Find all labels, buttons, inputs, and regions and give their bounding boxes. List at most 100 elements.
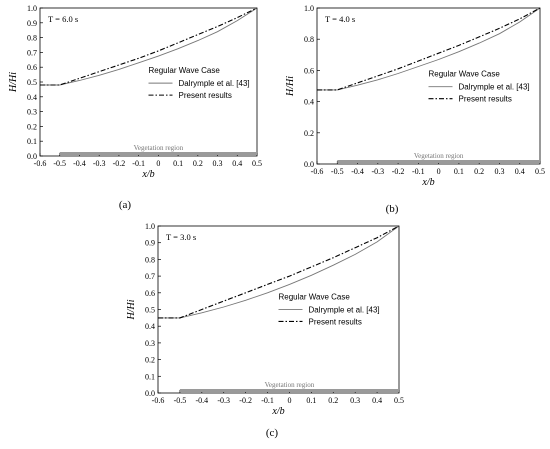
- vegetation-band: [337, 160, 540, 163]
- legend-entry-2: Present results: [309, 317, 362, 326]
- x-tick-label: -0.2: [392, 167, 405, 176]
- x-tick-label: 0: [287, 396, 291, 405]
- y-tick-label: 0.4: [304, 98, 314, 107]
- series-line-2: [317, 7, 541, 91]
- vegetation-band: [59, 152, 258, 155]
- series-line-1: [40, 7, 258, 86]
- y-tick-label: 1.0: [304, 4, 314, 13]
- legend-entry-2: Present results: [459, 95, 512, 104]
- panel-label: (a): [119, 199, 132, 211]
- y-tick-label: 0.0: [304, 160, 314, 169]
- x-tick-label: -0.3: [93, 159, 106, 168]
- x-tick-label: -0.6: [34, 159, 47, 168]
- x-tick-label: -0.2: [239, 396, 252, 405]
- x-tick-label: 0.2: [474, 167, 484, 176]
- x-tick-label: 0.4: [232, 159, 242, 168]
- x-tick-label: 0.4: [515, 167, 525, 176]
- x-tick-label: -0.1: [132, 159, 145, 168]
- x-axis-label: x/b: [271, 406, 284, 417]
- legend-entry-1: Dalrymple et al. [43]: [309, 305, 380, 314]
- chart-panel-1: 0.0 0.1 0.2 0.3 0.4 0.5 0.6 0.7 0.8 0.9 1.0 -0.6 -0.…: [8, 4, 262, 180]
- y-tick-label: 0.6: [145, 289, 155, 298]
- x-tick-label: -0.5: [331, 167, 344, 176]
- y-tick-label: 0.1: [27, 137, 37, 146]
- panel-label: (b): [386, 203, 399, 215]
- y-tick-label: 1.0: [145, 222, 155, 231]
- x-tick-label: 0.3: [350, 396, 360, 405]
- y-tick-label: 0.8: [304, 35, 314, 44]
- y-tick-label: 0.7: [145, 272, 155, 281]
- y-tick-label: 0.3: [27, 108, 37, 117]
- x-tick-label: 0.5: [535, 167, 545, 176]
- x-tick-label: -0.4: [195, 396, 208, 405]
- x-tick-label: -0.4: [73, 159, 86, 168]
- y-tick-label: 0.0: [27, 152, 37, 161]
- y-tick-label: 1.0: [27, 4, 37, 13]
- series-line-2: [40, 7, 258, 86]
- y-axis-label: H/Hi: [8, 72, 19, 93]
- y-axis-label: H/Hi: [126, 299, 137, 320]
- legend-entry-1: Dalrymple et al. [43]: [179, 79, 250, 88]
- vegetation-region-label: Vegetation region: [414, 152, 464, 160]
- y-tick-label: 0.2: [304, 129, 314, 138]
- y-tick-label: 0.6: [27, 63, 37, 72]
- x-tick-label: 0.5: [394, 396, 404, 405]
- x-tick-label: 0: [437, 167, 441, 176]
- y-tick-label: 0.9: [145, 239, 155, 248]
- period-annotation: T = 4.0 s: [325, 14, 355, 24]
- y-tick-label: 0.7: [27, 48, 37, 57]
- chart-panel-2: 0.0 0.2 0.4 0.6 0.8 1.0 -0.6 -0.5 -0.4 -0.3 -0.2 -0…: [285, 4, 545, 188]
- panel-label: (c): [266, 427, 279, 439]
- x-tick-label: 0.1: [173, 159, 183, 168]
- x-tick-label: 0: [156, 159, 160, 168]
- legend-title: Regular Wave Case: [429, 70, 501, 79]
- y-tick-label: 0.8: [27, 34, 37, 43]
- series-line-2: [158, 225, 400, 319]
- x-tick-label: -0.5: [174, 396, 187, 405]
- x-tick-label: 0.2: [328, 396, 338, 405]
- x-tick-label: -0.3: [217, 396, 230, 405]
- chart-panel-3: 0.0 0.1 0.2 0.3 0.4 0.5 0.6 0.7 0.8 0.9 1.0 -0.6 -0.…: [126, 222, 404, 417]
- plot-frame: [316, 7, 541, 165]
- period-annotation: T = 6.0 s: [48, 14, 78, 24]
- vegetation-region-label: Vegetation region: [265, 381, 315, 389]
- x-tick-label: 0.1: [306, 396, 316, 405]
- x-axis-label: x/b: [421, 177, 434, 188]
- y-tick-label: 0.9: [27, 19, 37, 28]
- x-axis-label: x/b: [141, 169, 154, 180]
- x-tick-label: 0.3: [494, 167, 504, 176]
- y-tick-label: 0.0: [145, 389, 155, 398]
- x-tick-label: 0.4: [372, 396, 382, 405]
- vegetation-region-label: Vegetation region: [134, 144, 184, 152]
- series-line-1: [158, 225, 400, 319]
- y-tick-label: 0.8: [145, 255, 155, 264]
- x-tick-label: -0.5: [53, 159, 66, 168]
- vegetation-band: [179, 389, 399, 392]
- y-tick-label: 0.3: [145, 339, 155, 348]
- x-tick-label: -0.1: [412, 167, 425, 176]
- x-tick-label: -0.3: [371, 167, 384, 176]
- y-tick-label: 0.2: [145, 356, 155, 365]
- x-tick-label: 0.3: [213, 159, 223, 168]
- period-annotation: T = 3.0 s: [166, 232, 196, 242]
- series-line-1: [317, 7, 541, 91]
- x-tick-label: -0.4: [351, 167, 364, 176]
- x-tick-label: 0.1: [454, 167, 464, 176]
- legend-entry-2: Present results: [179, 91, 232, 100]
- legend-title: Regular Wave Case: [279, 292, 351, 301]
- x-tick-label: 0.2: [193, 159, 203, 168]
- y-tick-label: 0.4: [27, 93, 37, 102]
- x-tick-label: 0.5: [252, 159, 262, 168]
- x-tick-label: -0.6: [311, 167, 324, 176]
- x-tick-label: -0.2: [113, 159, 126, 168]
- y-tick-label: 0.6: [304, 66, 314, 75]
- y-tick-label: 0.2: [27, 122, 37, 131]
- y-axis-label: H/Hi: [285, 76, 296, 97]
- x-tick-label: -0.1: [261, 396, 274, 405]
- y-tick-label: 0.4: [145, 322, 155, 331]
- legend-entry-1: Dalrymple et al. [43]: [459, 83, 530, 92]
- legend-title: Regular Wave Case: [149, 66, 221, 75]
- y-tick-label: 0.1: [145, 372, 155, 381]
- y-tick-label: 0.5: [145, 306, 155, 315]
